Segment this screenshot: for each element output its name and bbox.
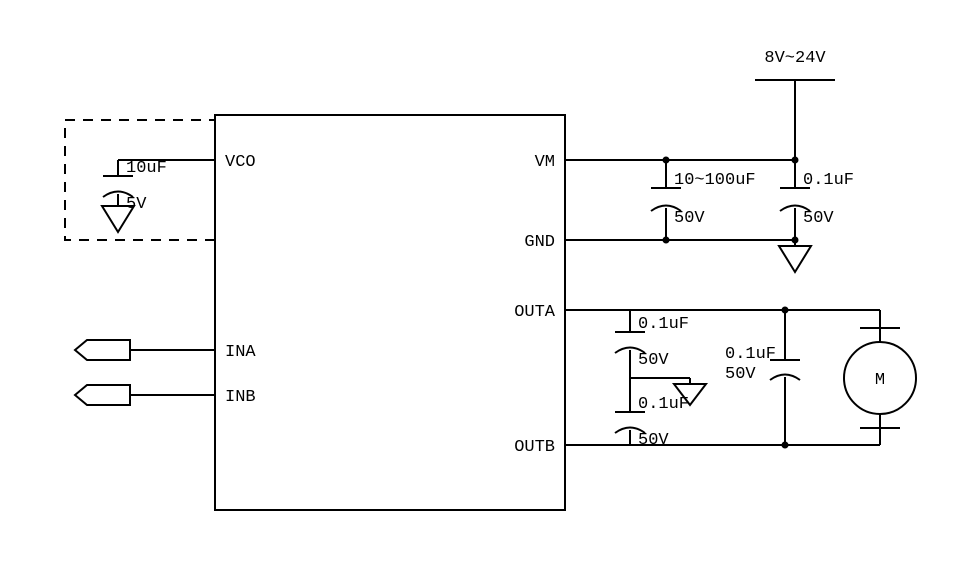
pin-label-GND: GND [524,233,555,252]
pin-label-OUTA: OUTA [514,303,556,322]
junction-dot [792,157,799,164]
cap-value: 0.1uF [803,171,854,190]
vco-optional-box [65,120,215,240]
cap-value: 0.1uF [638,315,689,334]
cap-voltage: 50V [674,209,705,228]
cap-value: 10uF [126,159,167,178]
junction-dot [782,442,789,449]
pin-label-VM: VM [535,153,555,172]
cap-voltage: 50V [638,431,669,450]
junction-dot [663,157,670,164]
cap-voltage: 50V [725,365,756,384]
motor-label: M [875,371,885,390]
input-tag-ina [75,340,130,360]
cap-value: 10~100uF [674,171,756,190]
cap-value: 0.1uF [638,395,689,414]
pin-label-VCO: VCO [225,153,256,172]
ground-symbol [779,246,811,272]
junction-dot [782,307,789,314]
cap-value: 0.1uF [725,345,776,364]
pin-label-INB: INB [225,388,256,407]
cap-voltage: 5V [126,195,147,214]
junction-dot [792,237,799,244]
pin-label-INA: INA [225,343,256,362]
cap-voltage: 50V [803,209,834,228]
pin-label-OUTB: OUTB [514,438,555,457]
input-tag-inb [75,385,130,405]
junction-dot [663,237,670,244]
supply-label: 8V~24V [764,49,826,68]
ic-body [215,115,565,510]
cap-voltage: 50V [638,351,669,370]
